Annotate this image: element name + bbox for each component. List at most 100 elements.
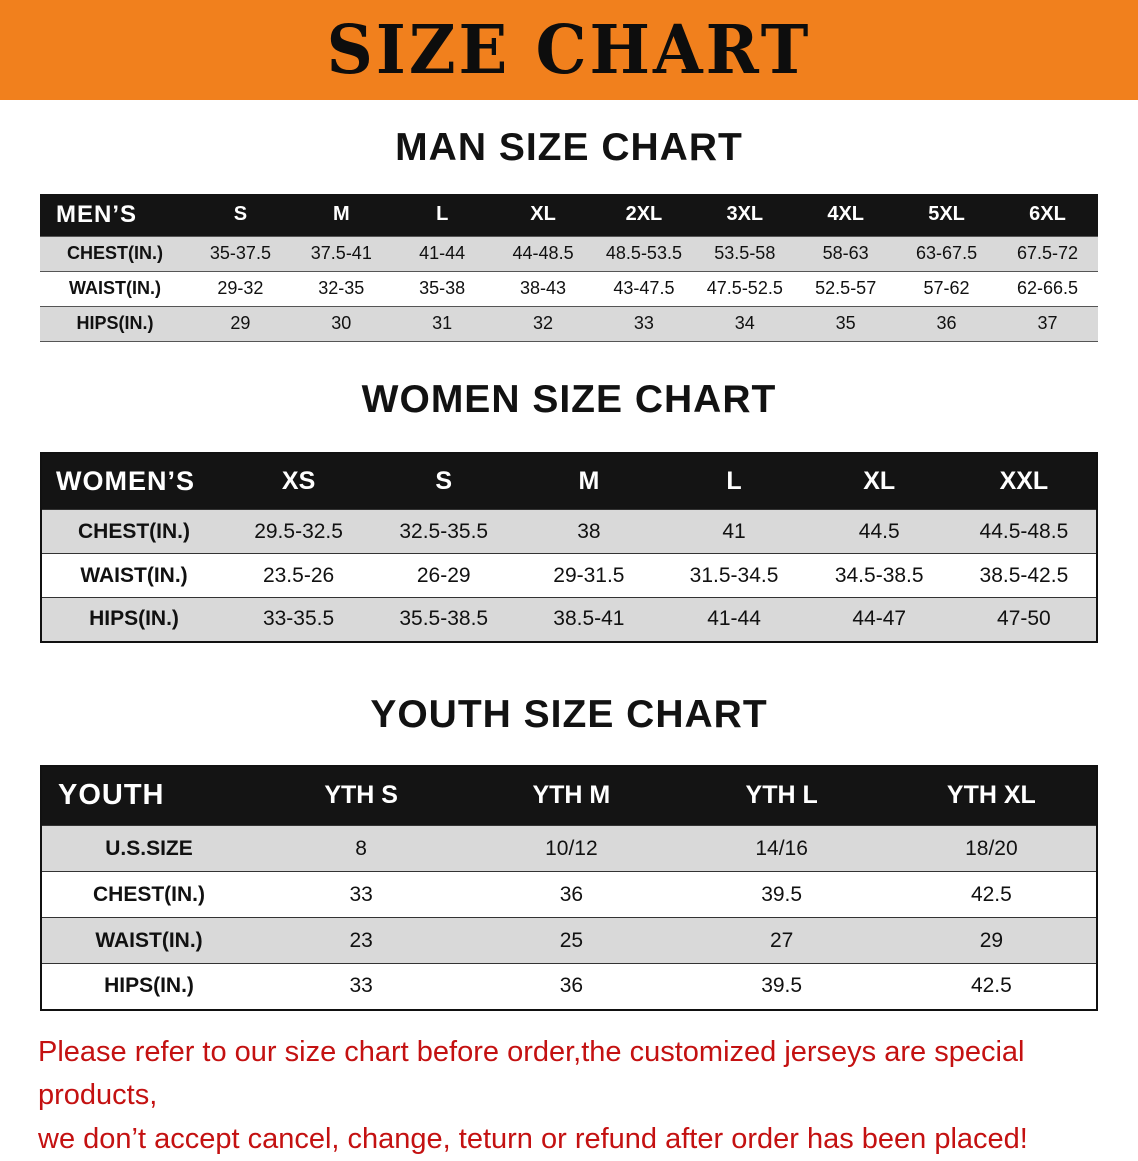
size-column-header: YTH S xyxy=(256,766,466,826)
size-value: 33 xyxy=(256,964,466,1010)
size-value: 18/20 xyxy=(887,826,1097,872)
disclaimer-line-1: Please refer to our size chart before or… xyxy=(38,1031,1100,1118)
size-column-header: L xyxy=(392,194,493,236)
size-value: 36 xyxy=(896,306,997,341)
size-value: 38-43 xyxy=(493,271,594,306)
size-value: 35.5-38.5 xyxy=(371,598,516,642)
size-value: 23.5-26 xyxy=(226,554,371,598)
size-column-header: YTH L xyxy=(677,766,887,826)
youth-section-heading: YOUTH SIZE CHART xyxy=(0,693,1138,737)
size-value: 42.5 xyxy=(887,872,1097,918)
size-value: 29-32 xyxy=(190,271,291,306)
size-column-header: 6XL xyxy=(997,194,1098,236)
size-value: 32-35 xyxy=(291,271,392,306)
size-value: 44-47 xyxy=(807,598,952,642)
size-value: 35-38 xyxy=(392,271,493,306)
size-column-header: YTH XL xyxy=(887,766,1097,826)
size-column-header: XL xyxy=(493,194,594,236)
size-value: 31 xyxy=(392,306,493,341)
size-value: 37 xyxy=(997,306,1098,341)
size-value: 38.5-42.5 xyxy=(952,554,1097,598)
page-title: SIZE CHART xyxy=(327,11,812,90)
size-value: 47-50 xyxy=(952,598,1097,642)
size-column-header: XL xyxy=(807,453,952,510)
row-label: WAIST(IN.) xyxy=(41,554,226,598)
table-corner-label: MEN’S xyxy=(40,194,190,236)
size-column-header: M xyxy=(516,453,661,510)
size-value: 29-31.5 xyxy=(516,554,661,598)
size-value: 36 xyxy=(466,872,676,918)
size-column-header: 4XL xyxy=(795,194,896,236)
size-column-header: XS xyxy=(226,453,371,510)
size-value: 44.5 xyxy=(807,510,952,554)
size-value: 33 xyxy=(256,872,466,918)
size-value: 14/16 xyxy=(677,826,887,872)
size-value: 42.5 xyxy=(887,964,1097,1010)
men-section-heading: MAN SIZE CHART xyxy=(0,126,1138,170)
table-corner-label: WOMEN’S xyxy=(41,453,226,510)
size-value: 35 xyxy=(795,306,896,341)
size-value: 27 xyxy=(677,918,887,964)
row-label: HIPS(IN.) xyxy=(40,306,190,341)
size-value: 33 xyxy=(594,306,695,341)
row-label: HIPS(IN.) xyxy=(41,598,226,642)
size-value: 32 xyxy=(493,306,594,341)
size-value: 29 xyxy=(190,306,291,341)
size-column-header: S xyxy=(190,194,291,236)
size-value: 25 xyxy=(466,918,676,964)
size-value: 35-37.5 xyxy=(190,236,291,271)
size-value: 44.5-48.5 xyxy=(952,510,1097,554)
size-value: 23 xyxy=(256,918,466,964)
size-value: 67.5-72 xyxy=(997,236,1098,271)
size-value: 39.5 xyxy=(677,964,887,1010)
size-value: 29.5-32.5 xyxy=(226,510,371,554)
size-column-header: 3XL xyxy=(694,194,795,236)
row-label: WAIST(IN.) xyxy=(41,918,256,964)
footer-disclaimer: Please refer to our size chart before or… xyxy=(38,1031,1100,1161)
size-column-header: L xyxy=(661,453,806,510)
size-value: 57-62 xyxy=(896,271,997,306)
disclaimer-line-2: we don’t accept cancel, change, teturn o… xyxy=(38,1118,1100,1161)
size-value: 10/12 xyxy=(466,826,676,872)
banner: SIZE CHART xyxy=(0,0,1138,100)
size-value: 29 xyxy=(887,918,1097,964)
size-column-header: S xyxy=(371,453,516,510)
size-value: 58-63 xyxy=(795,236,896,271)
size-value: 37.5-41 xyxy=(291,236,392,271)
row-label: HIPS(IN.) xyxy=(41,964,256,1010)
size-value: 39.5 xyxy=(677,872,887,918)
size-column-header: YTH M xyxy=(466,766,676,826)
size-value: 34.5-38.5 xyxy=(807,554,952,598)
size-column-header: M xyxy=(291,194,392,236)
size-value: 44-48.5 xyxy=(493,236,594,271)
table-corner-label: YOUTH xyxy=(41,766,256,826)
size-column-header: XXL xyxy=(952,453,1097,510)
size-value: 53.5-58 xyxy=(694,236,795,271)
size-value: 8 xyxy=(256,826,466,872)
row-label: CHEST(IN.) xyxy=(41,872,256,918)
size-value: 63-67.5 xyxy=(896,236,997,271)
size-value: 41 xyxy=(661,510,806,554)
women-section-heading: WOMEN SIZE CHART xyxy=(0,378,1138,422)
size-value: 32.5-35.5 xyxy=(371,510,516,554)
size-value: 38.5-41 xyxy=(516,598,661,642)
size-value: 41-44 xyxy=(661,598,806,642)
row-label: CHEST(IN.) xyxy=(41,510,226,554)
row-label: WAIST(IN.) xyxy=(40,271,190,306)
